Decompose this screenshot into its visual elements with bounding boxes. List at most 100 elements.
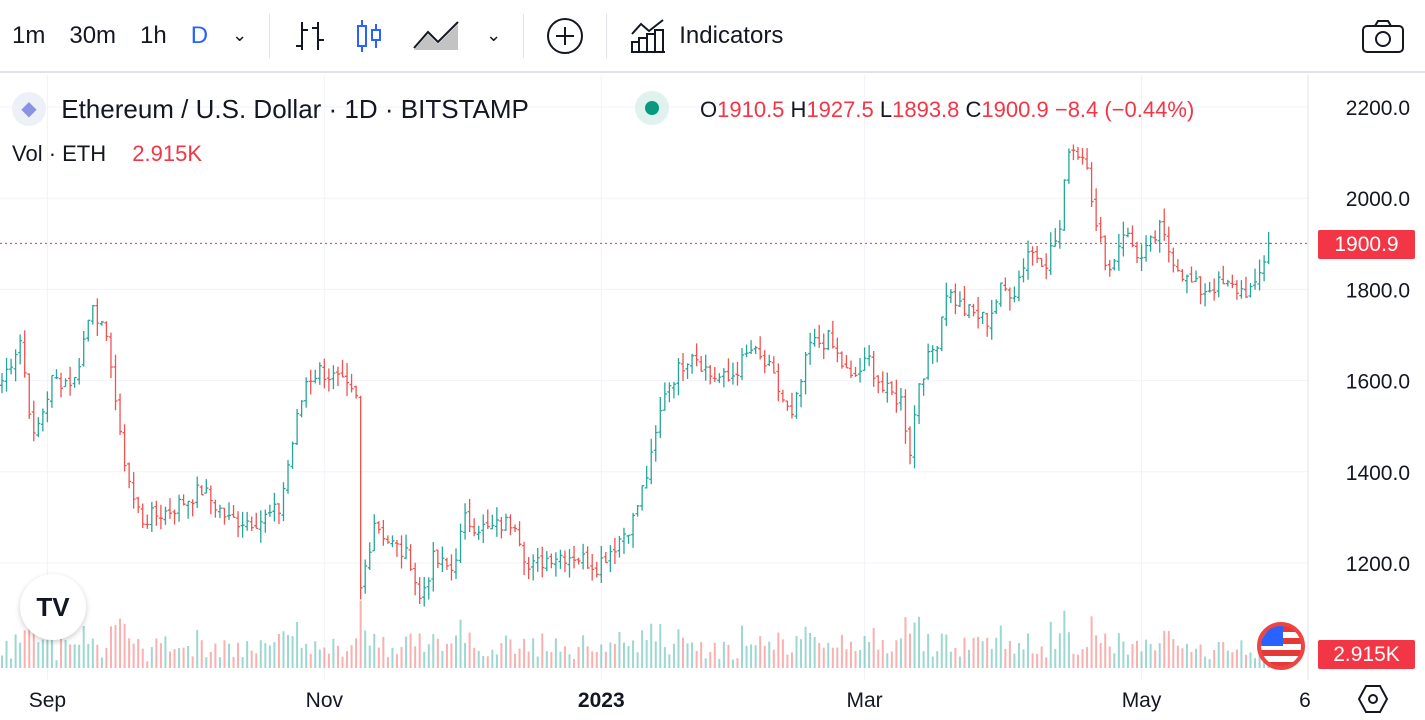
ohlc-bar — [1044, 253, 1049, 280]
volume-bar — [554, 638, 557, 668]
symbol-title[interactable]: Ethereum / U.S. Dollar · 1D · BITSTAMP — [61, 93, 529, 124]
volume-bar — [409, 633, 412, 668]
indicators-button[interactable]: Indicators — [617, 0, 795, 71]
ohlc-bar — [444, 557, 449, 570]
ohlc-bar — [880, 371, 885, 393]
ohlc-bar — [889, 381, 894, 396]
low-label: L — [879, 97, 893, 122]
volume-bar — [786, 654, 789, 668]
volume-bar — [373, 633, 376, 668]
ohlc-bar — [976, 296, 981, 329]
ohlc-bar — [40, 408, 45, 432]
volume-bar — [995, 637, 998, 668]
ohlc-bar — [803, 352, 808, 395]
us-flag-currency-icon[interactable] — [1257, 622, 1305, 670]
volume-bar — [1136, 640, 1138, 668]
area-chart-type-icon[interactable] — [400, 0, 474, 71]
volume-bar — [19, 642, 22, 668]
volume-bar — [527, 651, 530, 668]
ohlc-bar — [994, 299, 999, 315]
interval-d[interactable]: D — [190, 21, 209, 49]
ohlc-bar — [304, 377, 309, 408]
ohlc-bar — [358, 395, 363, 600]
ohlc-bar — [957, 291, 962, 308]
ohlc-bar — [517, 521, 522, 547]
ohlc-bar — [558, 549, 563, 569]
ohlc-bar — [935, 345, 940, 363]
volume-bar — [1190, 651, 1193, 668]
volume-bar — [87, 643, 90, 668]
volume-bar — [668, 654, 671, 668]
high-value: 1927.5 — [806, 97, 874, 122]
volume-bar — [228, 643, 230, 668]
volume-bar — [550, 652, 553, 668]
ohlc-bar — [49, 374, 54, 408]
volume-bar — [132, 643, 135, 668]
ohlc-bar — [844, 355, 849, 369]
interval-1h[interactable]: 1h — [140, 21, 167, 49]
ohlc-bar — [662, 382, 667, 411]
ohlc-bar — [1094, 188, 1099, 231]
volume-bar — [473, 647, 476, 668]
ohlc-bar — [771, 356, 776, 374]
volume-bar — [1067, 632, 1070, 668]
chart-type-dropdown-chevron-icon[interactable]: ⌄ — [486, 25, 502, 45]
price-chart[interactable]: 2200.0 2000.0 1800.0 1600.0 1400.0 1200.0 Sep N… — [0, 75, 1425, 718]
candles-chart-type-icon[interactable] — [340, 0, 400, 71]
volume-bar — [119, 618, 122, 668]
volume-bar — [259, 640, 262, 668]
volume-bar — [69, 644, 72, 668]
volume-label[interactable]: Vol · ETH — [12, 141, 107, 166]
interval-30m[interactable]: 30m — [69, 21, 117, 49]
tradingview-logo[interactable]: TV — [20, 574, 86, 640]
volume-bar — [768, 641, 771, 668]
ohlc-bar — [1135, 241, 1139, 264]
ohlc-bar — [1021, 258, 1026, 283]
ohlc-bar — [1107, 259, 1112, 277]
ohlc-bar — [349, 373, 354, 393]
volume-bar — [1244, 654, 1247, 668]
volume-bar — [854, 650, 857, 668]
volume-bar — [23, 630, 26, 668]
volume-bar — [1226, 650, 1229, 668]
ohlc-bar — [749, 340, 754, 354]
ohlc-bar — [1103, 235, 1108, 271]
volume-bar — [886, 653, 889, 668]
volume-bar — [700, 642, 703, 668]
ohlc-bar — [290, 441, 295, 469]
volume-bar — [264, 643, 267, 668]
ohlc-bar — [789, 392, 794, 419]
bars-chart-type-icon[interactable] — [280, 0, 340, 71]
ohlc-bar — [172, 509, 177, 525]
volume-bar — [432, 634, 435, 668]
volume-bar — [1072, 653, 1075, 668]
volume-bar — [1167, 630, 1170, 668]
ohlc-bar — [712, 367, 717, 383]
volume-bar — [545, 651, 548, 668]
market-status-dot-icon[interactable] — [635, 91, 669, 125]
volume-bar — [663, 647, 666, 668]
add-symbol-plus-icon[interactable] — [534, 0, 596, 71]
ohlc-bar — [676, 358, 681, 396]
volume-bar — [1231, 652, 1234, 668]
ohlc-bar — [762, 350, 767, 374]
volume-bar — [64, 639, 67, 668]
interval-dropdown-chevron-icon[interactable]: ⌄ — [232, 25, 248, 45]
indicators-icon — [631, 18, 666, 53]
divider — [523, 13, 525, 58]
ohlc-bar — [227, 502, 231, 521]
ohlc-bar — [621, 527, 626, 554]
ohlc-bar — [1253, 268, 1258, 290]
volume-bar — [477, 650, 480, 668]
screenshot-camera-icon[interactable] — [1349, 0, 1417, 71]
volume-bar — [713, 642, 716, 668]
interval-1m[interactable]: 1m — [12, 21, 46, 49]
volume-bar — [986, 637, 989, 668]
ohlc-bar — [1039, 257, 1044, 267]
settings-hexagon-icon[interactable] — [1357, 683, 1389, 720]
ohlc-bar — [449, 554, 454, 581]
ohlc-bar — [1266, 232, 1271, 265]
ohlc-bar — [953, 283, 958, 315]
ohlc-bar — [263, 509, 268, 533]
volume-bar — [754, 645, 757, 668]
